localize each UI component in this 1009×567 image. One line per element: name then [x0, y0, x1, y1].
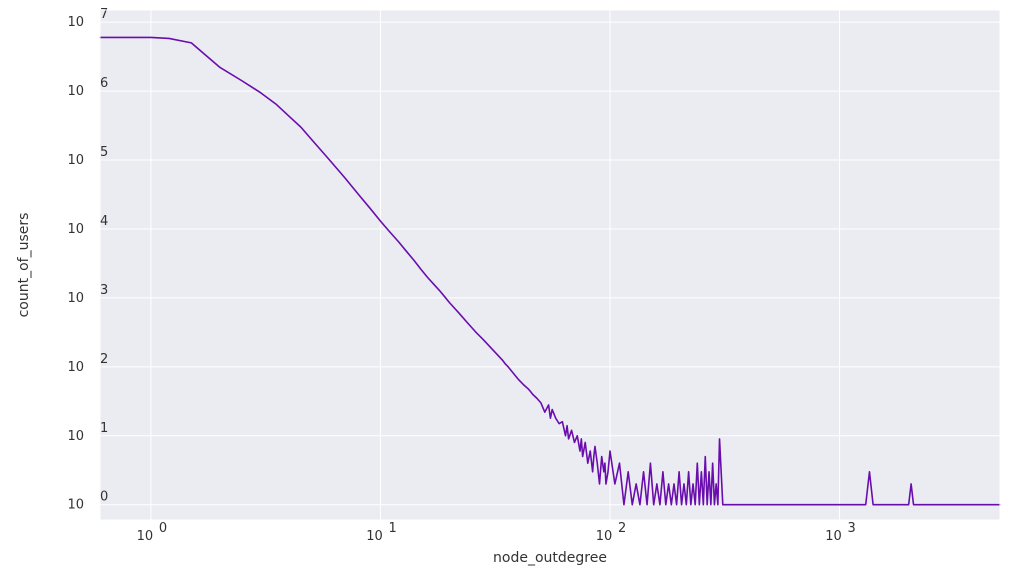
svg-text:6: 6: [100, 76, 108, 91]
svg-text:7: 7: [100, 7, 108, 22]
svg-text:10: 10: [67, 360, 84, 375]
chart-svg: 10 0 10 1 10 2 10 3 10 4 10 5 10 6 10 7 10 0 10 1 10 2 10 3 node…: [0, 0, 1009, 567]
svg-text:3: 3: [848, 521, 856, 536]
svg-text:2: 2: [618, 521, 626, 536]
svg-text:3: 3: [100, 283, 108, 298]
svg-text:10: 10: [67, 291, 84, 306]
svg-text:10: 10: [67, 498, 84, 513]
svg-text:10: 10: [67, 15, 84, 30]
svg-text:1: 1: [100, 421, 108, 436]
plot-background: [100, 10, 1000, 520]
x-tick-label: 10 3: [825, 521, 856, 544]
svg-text:10: 10: [137, 529, 154, 544]
svg-text:10: 10: [67, 222, 84, 237]
x-axis-label: node_outdegree: [493, 550, 607, 566]
svg-text:10: 10: [67, 153, 84, 168]
svg-text:10: 10: [596, 529, 613, 544]
chart-container: 10 0 10 1 10 2 10 3 10 4 10 5 10 6 10 7 10 0 10 1 10 2 10 3 node…: [0, 0, 1009, 567]
svg-text:0: 0: [159, 521, 167, 536]
x-tick-label: 10 1: [366, 521, 397, 544]
svg-text:0: 0: [100, 490, 108, 505]
svg-text:2: 2: [100, 352, 108, 367]
x-tick-label: 10 0: [137, 521, 168, 544]
svg-text:5: 5: [100, 145, 108, 160]
x-tick-label: 10 2: [596, 521, 627, 544]
y-axis-label: count_of_users: [16, 213, 32, 318]
svg-text:10: 10: [825, 529, 842, 544]
svg-text:10: 10: [366, 529, 383, 544]
svg-text:1: 1: [388, 521, 396, 536]
svg-text:4: 4: [100, 214, 108, 229]
svg-text:10: 10: [67, 84, 84, 99]
svg-text:10: 10: [67, 429, 84, 444]
